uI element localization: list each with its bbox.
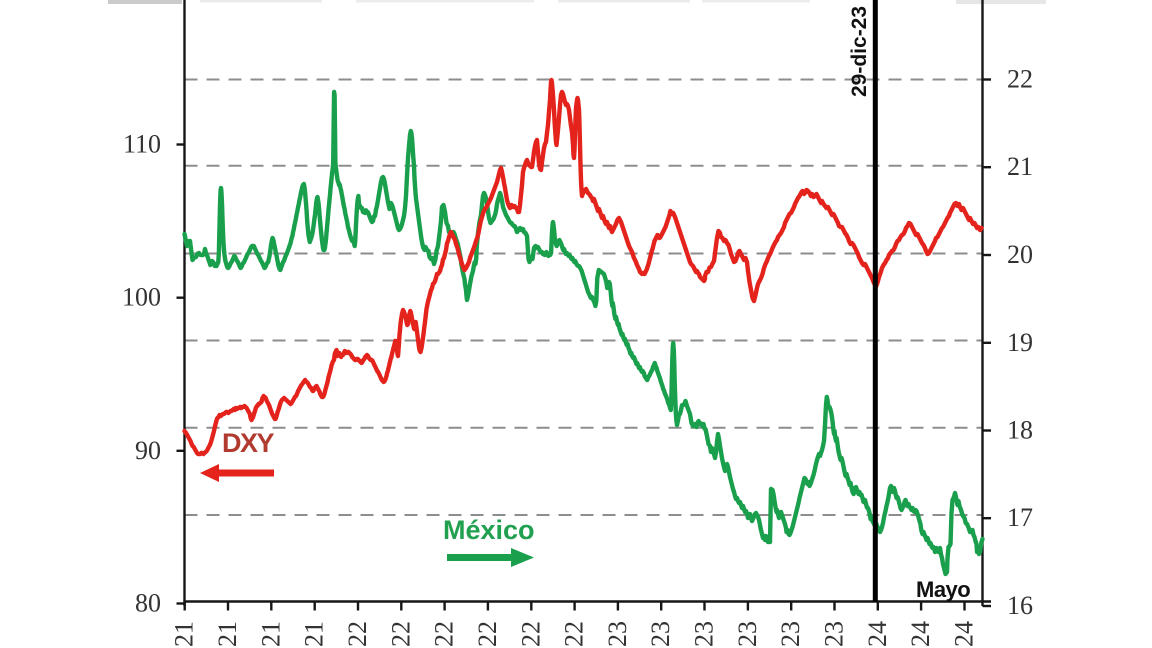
svg-text:16: 16 (1007, 591, 1033, 620)
svg-text:18: 18 (1007, 416, 1033, 445)
svg-text:23: 23 (820, 621, 849, 647)
svg-text:29-dic-23: 29-dic-23 (848, 6, 871, 97)
svg-text:Mayo: Mayo (916, 577, 970, 602)
svg-text:21: 21 (213, 621, 242, 647)
svg-text:80: 80 (135, 589, 161, 618)
svg-text:21: 21 (300, 621, 329, 647)
svg-text:23: 23 (690, 621, 719, 647)
svg-text:90: 90 (135, 436, 161, 465)
svg-text:100: 100 (122, 283, 161, 312)
svg-text:22: 22 (1007, 65, 1033, 94)
svg-text:24: 24 (906, 621, 935, 647)
svg-text:24: 24 (863, 621, 892, 647)
svg-text:110: 110 (123, 130, 161, 159)
svg-text:20: 20 (1007, 240, 1033, 269)
svg-text:21: 21 (170, 621, 199, 647)
svg-text:22: 22 (343, 621, 372, 647)
svg-text:19: 19 (1007, 328, 1033, 357)
svg-text:21: 21 (256, 621, 285, 647)
svg-text:23: 23 (646, 621, 675, 647)
svg-text:17: 17 (1007, 503, 1033, 532)
svg-text:México: México (443, 515, 535, 545)
svg-text:23: 23 (733, 621, 762, 647)
svg-text:22: 22 (430, 621, 459, 647)
svg-text:23: 23 (776, 621, 805, 647)
svg-text:22: 22 (386, 621, 415, 647)
svg-text:23: 23 (603, 621, 632, 647)
svg-text:24: 24 (950, 621, 979, 647)
svg-text:22: 22 (473, 621, 502, 647)
svg-text:22: 22 (560, 621, 589, 647)
svg-text:21: 21 (1007, 152, 1033, 181)
svg-text:DXY: DXY (222, 428, 275, 458)
svg-text:22: 22 (516, 621, 545, 647)
